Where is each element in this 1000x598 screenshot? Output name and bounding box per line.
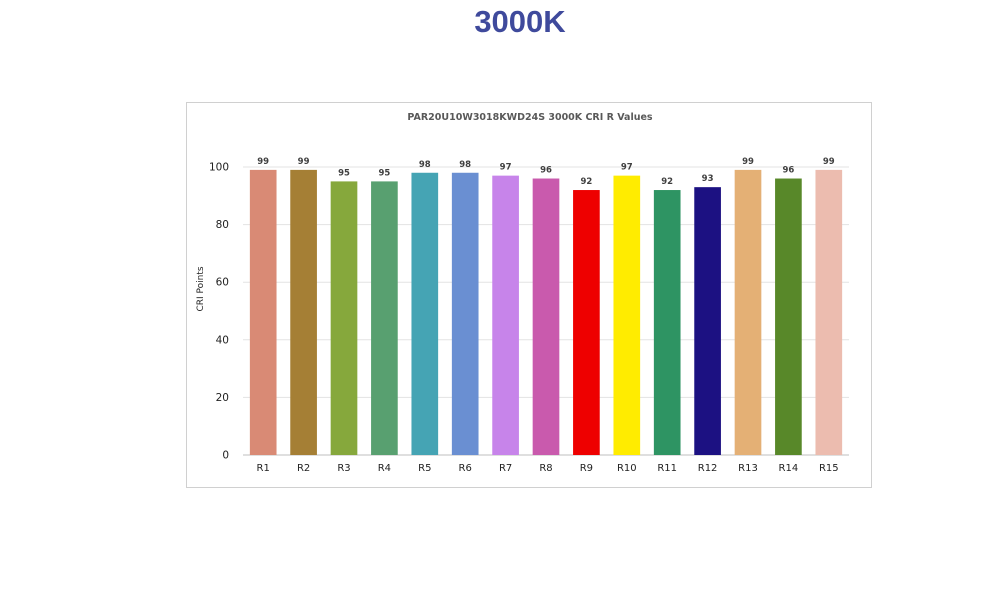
y-tick-label: 20 — [216, 392, 229, 404]
data-label: 96 — [540, 166, 552, 176]
y-tick-label: 0 — [222, 450, 229, 462]
x-tick-label: R1 — [257, 463, 270, 474]
bar-r1 — [249, 169, 277, 455]
y-tick-label: 100 — [209, 162, 229, 174]
x-tick-label: R4 — [378, 463, 391, 474]
data-label: 97 — [500, 163, 512, 173]
x-tick-label: R10 — [617, 463, 637, 474]
x-tick-label: R2 — [297, 463, 310, 474]
data-label: 99 — [823, 157, 835, 167]
x-tick-label: R14 — [779, 463, 799, 474]
bar-r6 — [451, 172, 479, 455]
bar-r13 — [734, 169, 762, 455]
data-label: 93 — [702, 174, 714, 184]
y-axis-label: CRI Points — [196, 266, 206, 311]
y-tick-label: 40 — [216, 334, 229, 346]
data-labels: 99 99 95 95 98 98 97 96 92 97 92 93 99 96 99 — [257, 157, 835, 187]
x-tick-label: R12 — [698, 463, 718, 474]
x-tick-label: R11 — [657, 463, 677, 474]
x-tick-label: R3 — [337, 463, 350, 474]
bar-r4 — [371, 181, 398, 455]
data-label: 92 — [580, 177, 592, 187]
data-label: 96 — [782, 166, 794, 176]
bar-chart: PAR20U10W3018KWD24S 3000K CRI R Values C… — [196, 112, 849, 474]
bars — [249, 169, 843, 455]
y-tick-labels: 0 20 40 60 80 100 — [209, 162, 229, 462]
slide-title: 3000K — [474, 4, 566, 39]
x-tick-label: R7 — [499, 463, 512, 474]
x-tick-label: R6 — [459, 463, 472, 474]
x-tick-label: R15 — [819, 463, 839, 474]
x-tick-label: R13 — [738, 463, 758, 474]
bar-r8 — [532, 178, 560, 455]
bar-r2 — [290, 169, 317, 455]
data-label: 99 — [298, 157, 310, 167]
data-label: 99 — [257, 157, 269, 167]
data-label: 98 — [459, 160, 471, 170]
x-tick-label: R5 — [418, 463, 431, 474]
data-label: 97 — [621, 163, 633, 173]
bar-r12 — [694, 187, 721, 455]
chart-title: PAR20U10W3018KWD24S 3000K CRI R Values — [407, 112, 652, 123]
y-tick-label: 80 — [216, 219, 229, 231]
bar-r5 — [411, 172, 439, 455]
y-tick-label: 60 — [216, 277, 229, 289]
chart-container: PAR20U10W3018KWD24S 3000K CRI R Values C… — [186, 102, 872, 488]
x-tick-labels: R1 R2 R3 R4 R5 R6 R7 R8 R9 R10 R11 R12 R13 R14 R15 — [257, 463, 839, 474]
data-label: 95 — [338, 168, 350, 178]
bar-r7 — [492, 175, 519, 455]
bar-r10 — [613, 175, 641, 455]
bar-r15 — [815, 169, 843, 455]
bar-r14 — [775, 178, 802, 455]
x-tick-label: R8 — [539, 463, 552, 474]
data-label: 98 — [419, 160, 431, 170]
data-label: 92 — [661, 177, 673, 187]
bar-r11 — [653, 190, 681, 455]
data-label: 99 — [742, 157, 754, 167]
x-tick-label: R9 — [580, 463, 593, 474]
bar-r3 — [330, 181, 358, 455]
data-label: 95 — [378, 168, 390, 178]
bar-r9 — [573, 190, 600, 455]
